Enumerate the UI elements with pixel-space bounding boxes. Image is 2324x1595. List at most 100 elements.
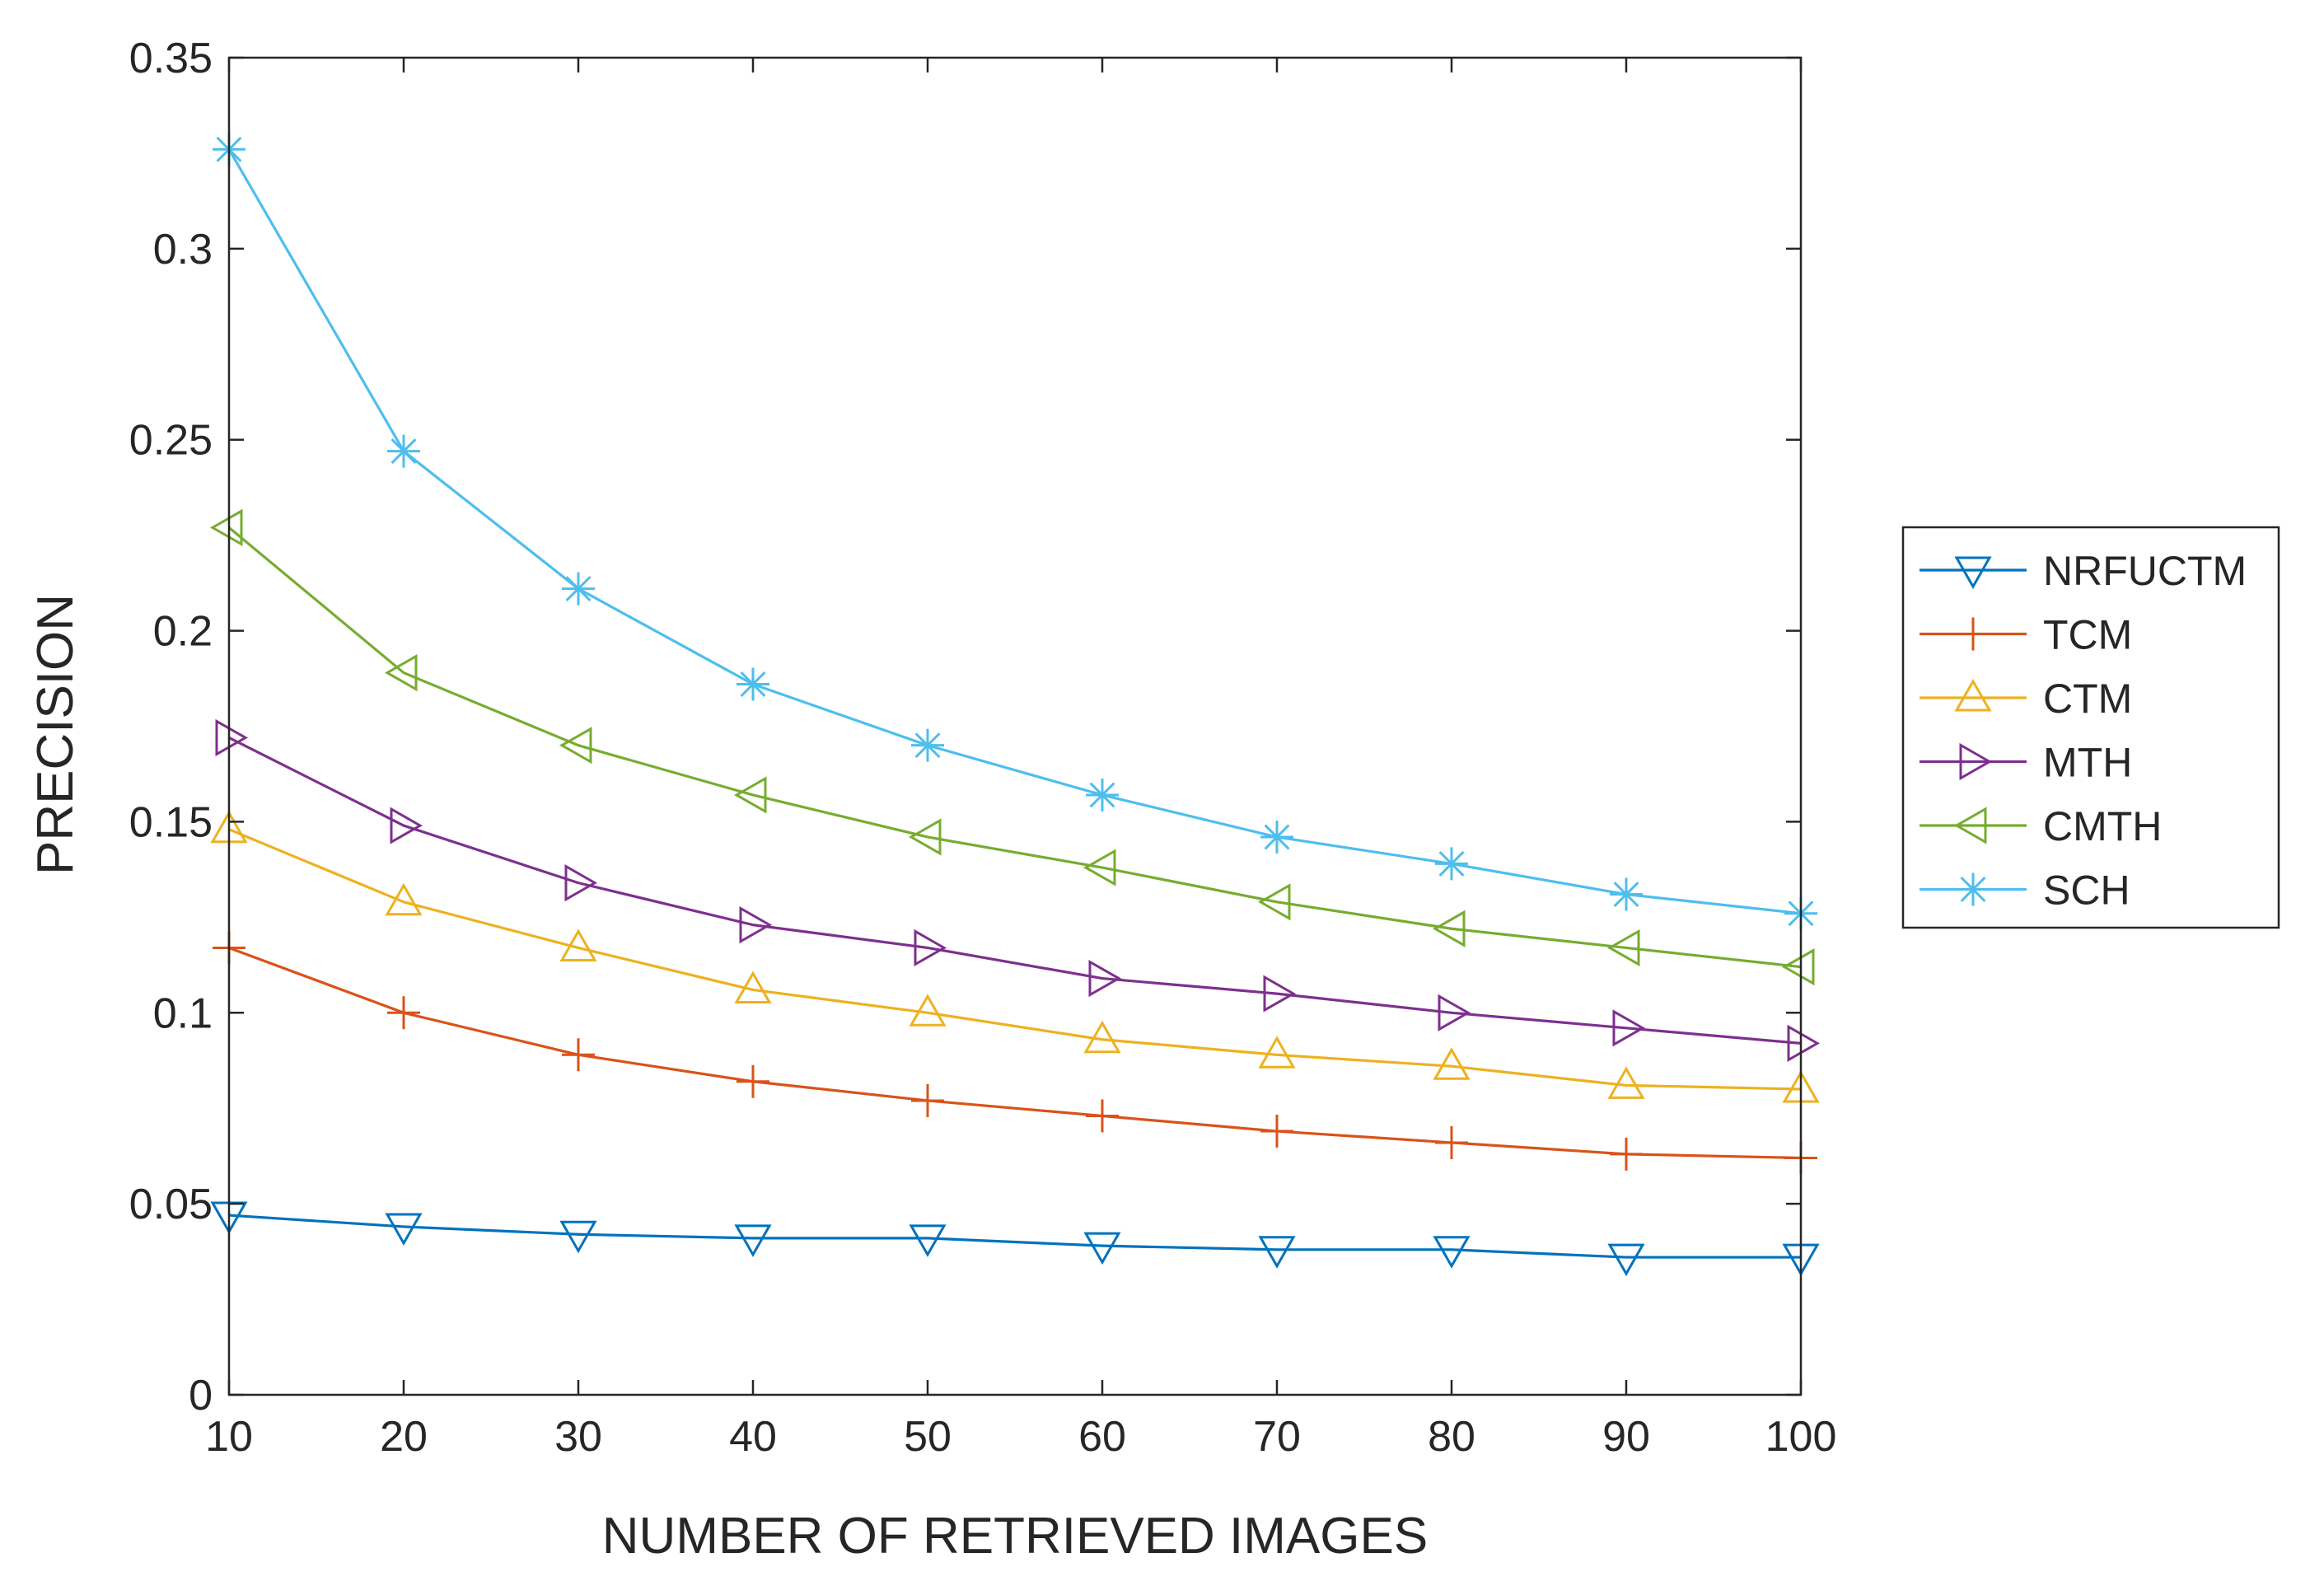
data-point-cmth <box>209 508 243 546</box>
data-point-cmth <box>1606 928 1640 967</box>
data-point-nrfuctm <box>559 1220 597 1254</box>
data-point-cmth <box>1781 948 1815 986</box>
series-line-tcm <box>228 946 1802 1160</box>
legend-label-tcm: TCM <box>2043 612 2132 658</box>
series-line-sch <box>227 148 1802 915</box>
x-tick-label: 50 <box>904 1413 952 1461</box>
x-tick-label: 30 <box>554 1413 602 1461</box>
legend: NRFUCTM TCM CTM MTH CMTH SCH <box>1901 526 2280 929</box>
data-point-tcm <box>1435 1125 1468 1159</box>
data-point-mth <box>215 718 249 756</box>
data-point-mth <box>390 807 423 844</box>
y-tick-label: 0.25 <box>129 417 213 465</box>
legend-label-cmth: CMTH <box>2043 803 2162 849</box>
data-point-mth <box>739 906 773 944</box>
data-point-ctm <box>734 971 772 1003</box>
data-point-mth <box>1787 1024 1821 1062</box>
data-point-tcm <box>387 996 420 1030</box>
series-ctm <box>210 810 1820 1103</box>
x-axis-title: NUMBER OF RETRIEVED IMAGES <box>602 1508 1428 1565</box>
y-tick-label: 0.05 <box>129 1181 213 1228</box>
data-point-sch <box>1610 877 1643 911</box>
x-tick-label: 100 <box>1765 1413 1837 1461</box>
x-tick-label: 90 <box>1602 1413 1650 1461</box>
data-point-sch <box>1086 778 1119 812</box>
legend-entry-cmth: CMTH <box>1920 803 2162 849</box>
series-cmth <box>209 508 1815 986</box>
x-tick-label: 20 <box>380 1413 428 1461</box>
data-point-nrfuctm <box>1258 1236 1296 1269</box>
series-tcm <box>213 931 1817 1175</box>
data-point-mth <box>1612 1009 1646 1047</box>
y-tick-label: 0.1 <box>153 989 213 1037</box>
legend-box <box>1901 526 2280 929</box>
legend-label-nrfuctm: NRFUCTM <box>2043 548 2247 594</box>
series-line-ctm <box>228 828 1802 1091</box>
data-point-ctm <box>1433 1047 1471 1080</box>
series-nrfuctm <box>210 1201 1820 1277</box>
x-tick-label: 60 <box>1078 1413 1126 1461</box>
series-line-nrfuctm <box>228 1214 1801 1259</box>
legend-entry-nrfuctm: NRFUCTM <box>1920 548 2247 594</box>
series-mth <box>215 718 1821 1062</box>
data-point-tcm <box>1086 1099 1119 1133</box>
data-point-ctm <box>385 882 423 916</box>
data-point-sch <box>736 667 769 701</box>
data-point-tcm <box>911 1083 944 1117</box>
data-point-nrfuctm <box>1607 1243 1645 1277</box>
legend-label-mth: MTH <box>2043 740 2132 786</box>
data-point-cmth <box>1083 849 1116 886</box>
legend-entry-tcm: TCM <box>1920 612 2132 658</box>
data-point-nrfuctm <box>734 1224 772 1257</box>
data-point-cmth <box>908 818 942 856</box>
data-point-tcm <box>736 1064 769 1098</box>
data-point-sch <box>562 572 595 606</box>
data-point-tcm <box>1610 1137 1643 1171</box>
data-point-sch <box>387 434 420 468</box>
legend-marker-cmth <box>1953 807 1987 844</box>
data-point-nrfuctm <box>909 1224 947 1257</box>
y-axis-title: PRECISION <box>27 594 84 875</box>
series-line-mth <box>228 736 1802 1045</box>
data-point-cmth <box>559 727 592 765</box>
legend-label-sch: SCH <box>2043 868 2130 914</box>
data-point-cmth <box>733 776 767 814</box>
legend-entry-mth: MTH <box>1920 740 2132 786</box>
data-point-ctm <box>1083 1020 1121 1054</box>
data-point-ctm <box>559 928 597 961</box>
legend-marker-nrfuctm <box>1954 556 1992 590</box>
data-point-nrfuctm <box>1083 1232 1121 1265</box>
plot-area <box>209 133 1821 1277</box>
legend-entry-sch: SCH <box>1920 868 2130 914</box>
legend-marker-ctm <box>1954 678 1992 712</box>
data-point-ctm <box>909 994 947 1027</box>
data-point-nrfuctm <box>1433 1236 1471 1269</box>
data-point-tcm <box>562 1038 595 1072</box>
y-tick-label: 0.35 <box>129 35 213 82</box>
data-point-mth <box>1088 959 1122 998</box>
data-point-tcm <box>1260 1115 1293 1148</box>
data-point-mth <box>564 864 598 902</box>
axes-box <box>227 56 1803 1396</box>
y-tick-label: 0.2 <box>153 608 213 656</box>
x-tick-label: 70 <box>1253 1413 1301 1461</box>
data-point-sch <box>1260 820 1293 854</box>
data-point-mth <box>1263 975 1297 1013</box>
series-line-cmth <box>227 526 1802 969</box>
legend-label-ctm: CTM <box>2043 676 2132 722</box>
data-point-mth <box>914 928 947 967</box>
legend-entry-ctm: CTM <box>1920 676 2132 722</box>
x-tick-label: 10 <box>205 1413 253 1461</box>
axes: 10 20 30 40 50 60 70 80 90 100 0 0.05 0.1 0.15 0.2 0.25… <box>129 35 1837 1461</box>
data-point-nrfuctm <box>385 1213 423 1246</box>
data-point-cmth <box>1257 883 1291 921</box>
data-point-sch <box>1435 847 1468 881</box>
data-point-mth <box>1438 994 1471 1031</box>
legend-marker-sch <box>1957 872 1990 906</box>
legend-marker-tcm <box>1957 617 1990 651</box>
y-tick-label: 0.3 <box>153 226 213 274</box>
data-point-cmth <box>1432 910 1466 947</box>
x-tick-label: 80 <box>1428 1413 1475 1461</box>
